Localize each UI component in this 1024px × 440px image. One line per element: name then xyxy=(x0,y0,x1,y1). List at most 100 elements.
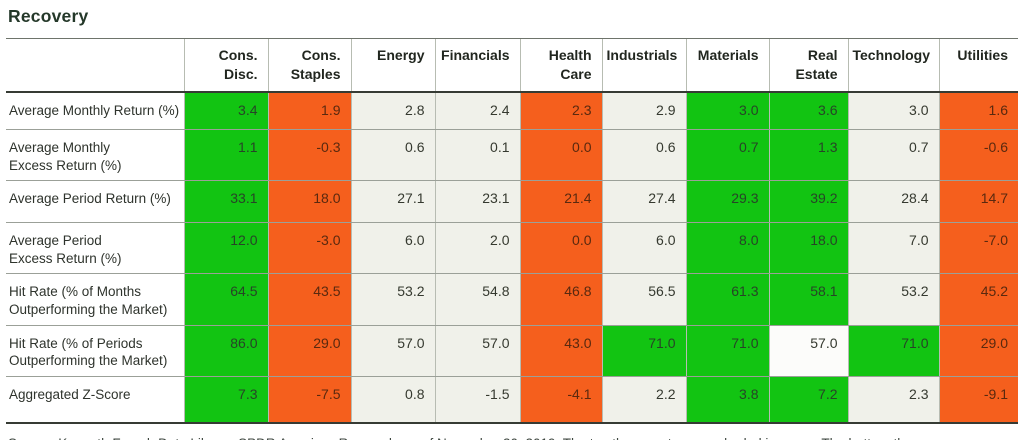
table-cell: 0.0 xyxy=(519,222,602,275)
table-cell: 0.7 xyxy=(847,129,939,182)
col-header-utilities: Utilities xyxy=(938,37,1018,93)
table-cell: 29.0 xyxy=(267,325,351,377)
table-cell: 0.6 xyxy=(350,129,435,182)
table-cell: 6.0 xyxy=(350,222,435,275)
col-header-health-care: Health Care xyxy=(519,37,602,93)
table-cell: 58.1 xyxy=(768,273,848,326)
table-cell: 0.6 xyxy=(601,129,686,182)
table-cell: 53.2 xyxy=(847,273,939,326)
sector-recovery-table: Cons. Disc. Cons. Staples Energy Financi… xyxy=(6,37,1018,425)
table-row-avg-monthly-excess-return: Average Monthly Excess Return (%) 1.1 -0… xyxy=(6,129,1018,182)
col-header-real-estate: Real Estate xyxy=(768,37,848,93)
table-cell: 12.0 xyxy=(183,222,268,275)
table-cell: 8.0 xyxy=(685,222,769,275)
table-cell: 7.2 xyxy=(768,376,848,425)
table-cell: 33.1 xyxy=(183,180,268,224)
table-cell: 1.9 xyxy=(267,91,351,131)
table-cell: 0.0 xyxy=(519,129,602,182)
table-cell: 3.0 xyxy=(847,91,939,131)
table-cell: 2.0 xyxy=(434,222,520,275)
row-label: Average Monthly Excess Return (%) xyxy=(6,129,184,182)
table-row-avg-period-excess-return: Average Period Excess Return (%) 12.0 -3… xyxy=(6,222,1018,275)
table-cell: 23.1 xyxy=(434,180,520,224)
table-cell: -9.1 xyxy=(938,376,1018,425)
table-cell: 64.5 xyxy=(183,273,268,326)
table-cell: -1.5 xyxy=(434,376,520,425)
table-cell: 21.4 xyxy=(519,180,602,224)
col-header-cons-disc: Cons. Disc. xyxy=(183,37,268,93)
table-cell: -7.0 xyxy=(938,222,1018,275)
table-cell: 2.3 xyxy=(519,91,602,131)
table-cell: 56.5 xyxy=(601,273,686,326)
table-cell: 3.8 xyxy=(685,376,769,425)
table-cell: 1.3 xyxy=(768,129,848,182)
table-cell: 7.3 xyxy=(183,376,268,425)
table-cell: 3.6 xyxy=(768,91,848,131)
table-cell: 54.8 xyxy=(434,273,520,326)
table-cell: 53.2 xyxy=(350,273,435,326)
col-header-financials: Financials xyxy=(434,37,520,93)
col-header-energy: Energy xyxy=(350,37,435,93)
table-cell: 61.3 xyxy=(685,273,769,326)
table-row-hit-rate-periods: Hit Rate (% of Periods Outperforming the… xyxy=(6,325,1018,377)
table-cell: 71.0 xyxy=(685,325,769,377)
table-cell: 2.3 xyxy=(847,376,939,425)
table-cell: 1.1 xyxy=(183,129,268,182)
table-cell: 45.2 xyxy=(938,273,1018,326)
table-cell: 46.8 xyxy=(519,273,602,326)
table-cell: 0.8 xyxy=(350,376,435,425)
table-cell: 6.0 xyxy=(601,222,686,275)
table-cell: 0.7 xyxy=(685,129,769,182)
col-header-industrials: Industrials xyxy=(601,37,686,93)
table-cell: 2.2 xyxy=(601,376,686,425)
corner-header xyxy=(6,37,184,93)
table-cell: 71.0 xyxy=(847,325,939,377)
col-header-cons-staples: Cons. Staples xyxy=(267,37,351,93)
table-cell: 71.0 xyxy=(601,325,686,377)
table-cell: 29.0 xyxy=(938,325,1018,377)
table-cell: 18.0 xyxy=(267,180,351,224)
table-cell: 14.7 xyxy=(938,180,1018,224)
table-cell: 27.1 xyxy=(350,180,435,224)
table-cell: -3.0 xyxy=(267,222,351,275)
row-label: Average Monthly Return (%) xyxy=(6,91,184,131)
col-header-technology: Technology xyxy=(847,37,939,93)
table-cell: 39.2 xyxy=(768,180,848,224)
table-cell: 86.0 xyxy=(183,325,268,377)
table-cell: 57.0 xyxy=(434,325,520,377)
table-row-avg-monthly-return: Average Monthly Return (%) 3.4 1.9 2.8 2… xyxy=(6,91,1018,131)
table-row-aggregated-z-score: Aggregated Z-Score 7.3 -7.5 0.8 -1.5 -4.… xyxy=(6,376,1018,425)
table-cell: 28.4 xyxy=(847,180,939,224)
table-cell: -7.5 xyxy=(267,376,351,425)
row-label: Average Period Return (%) xyxy=(6,180,184,224)
table-cell: 3.0 xyxy=(685,91,769,131)
table-cell: 29.3 xyxy=(685,180,769,224)
table-cell: 57.0 xyxy=(350,325,435,377)
table-cell: -0.3 xyxy=(267,129,351,182)
table-cell: 18.0 xyxy=(768,222,848,275)
table-header-row: Cons. Disc. Cons. Staples Energy Financi… xyxy=(6,37,1018,93)
row-label: Hit Rate (% of Periods Outperforming the… xyxy=(6,325,184,377)
table-cell: 3.4 xyxy=(183,91,268,131)
source-note: Source: Kenneth French Data Library, SPD… xyxy=(6,434,991,440)
row-label: Aggregated Z-Score xyxy=(6,376,184,425)
row-label: Average Period Excess Return (%) xyxy=(6,222,184,275)
table-cell: 0.1 xyxy=(434,129,520,182)
table-row-avg-period-return: Average Period Return (%) 33.1 18.0 27.1… xyxy=(6,180,1018,224)
table-cell: 1.6 xyxy=(938,91,1018,131)
table-cell: -4.1 xyxy=(519,376,602,425)
table-cell: 43.0 xyxy=(519,325,602,377)
table-cell: 27.4 xyxy=(601,180,686,224)
table-cell: 2.9 xyxy=(601,91,686,131)
figure-title: Recovery xyxy=(8,6,89,26)
table-cell: 43.5 xyxy=(267,273,351,326)
table-cell: 7.0 xyxy=(847,222,939,275)
table-cell: 57.0 xyxy=(768,325,848,377)
table-cell: 2.8 xyxy=(350,91,435,131)
table-cell: -0.6 xyxy=(938,129,1018,182)
table-cell: 2.4 xyxy=(434,91,520,131)
table-row-hit-rate-months: Hit Rate (% of Months Outperforming the … xyxy=(6,273,1018,326)
row-label: Hit Rate (% of Months Outperforming the … xyxy=(6,273,184,326)
col-header-materials: Materials xyxy=(685,37,769,93)
